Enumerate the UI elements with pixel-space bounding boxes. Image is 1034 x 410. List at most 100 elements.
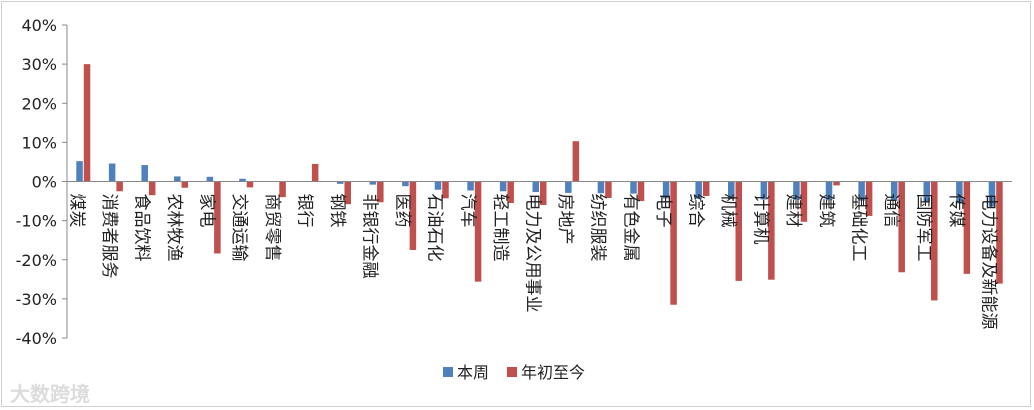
bar-week	[988, 181, 996, 207]
bar-week	[206, 176, 214, 182]
category-label: 建材	[783, 194, 803, 228]
bar-week	[141, 165, 148, 182]
bar-week	[336, 181, 344, 184]
category-label: 农林牧渔	[164, 194, 184, 262]
bar-week	[728, 181, 735, 200]
bar-week	[662, 181, 670, 199]
category-label: 机械	[718, 194, 738, 228]
bar-ytd	[865, 181, 873, 216]
legend-label: 年初至今	[521, 363, 585, 382]
category-label: 家电	[197, 194, 217, 228]
bar-week	[402, 181, 409, 187]
bar-ytd	[670, 181, 677, 305]
category-label: 基础化工	[848, 194, 868, 262]
y-tick-label: 20%	[21, 94, 57, 113]
legend-swatch	[507, 367, 517, 377]
bar-ytd	[735, 181, 743, 281]
watermark: 大数跨境	[10, 378, 90, 407]
bar-ytd	[377, 181, 384, 203]
bar-ytd	[898, 181, 905, 273]
bar-ytd	[246, 181, 254, 188]
category-label: 钢铁	[327, 194, 347, 228]
bar-ytd	[442, 181, 449, 199]
bar-week	[499, 181, 507, 192]
category-label: 电力及公用事业	[523, 194, 543, 313]
bar-ytd	[214, 181, 221, 254]
bar-ytd	[963, 181, 971, 274]
category-label: 医药	[392, 194, 412, 228]
category-label: 轻工制造	[490, 194, 510, 262]
bar-ytd	[116, 181, 123, 192]
bar-ytd	[279, 181, 286, 198]
category-label: 石油石化	[425, 194, 445, 262]
bar-ytd	[148, 181, 156, 196]
bar-week	[760, 181, 768, 200]
bar-week	[434, 181, 442, 190]
category-label: 房地产	[555, 194, 575, 245]
y-tick-label: -10%	[16, 212, 57, 231]
bar-ytd	[931, 181, 938, 301]
legend-label: 本周	[457, 363, 489, 382]
y-tick-label: 40%	[21, 16, 57, 35]
bar-ytd	[409, 181, 417, 250]
y-tick-label: 10%	[21, 133, 57, 152]
y-tick-label: -30%	[16, 290, 57, 309]
bar-ytd	[702, 181, 710, 196]
category-label: 商贸零售	[262, 194, 282, 262]
y-tick-label: 30%	[21, 55, 57, 74]
bar-week	[597, 181, 605, 194]
watermark-text: 大数跨境	[10, 382, 90, 406]
bar-week	[108, 163, 116, 182]
bar-week	[174, 176, 181, 182]
category-label: 电力设备及新能源	[979, 194, 999, 330]
category-label: 传媒	[946, 194, 966, 228]
bar-week	[239, 178, 246, 182]
category-label: 食品饮料	[131, 194, 151, 262]
category-label: 建筑	[816, 194, 836, 228]
category-label: 交通运输	[229, 194, 249, 262]
bar-ytd	[344, 181, 351, 205]
bar-ytd	[507, 181, 514, 204]
bar-week	[923, 181, 931, 203]
category-label: 有色金属	[620, 194, 640, 262]
bar-ytd	[311, 163, 319, 182]
category-label: 综合	[685, 194, 705, 228]
bar-ytd	[996, 181, 1003, 284]
y-tick-label: 0%	[32, 173, 57, 192]
bar-week	[630, 181, 637, 194]
bar-week	[858, 181, 865, 201]
bar-ytd	[474, 181, 482, 282]
bar-ytd	[540, 181, 547, 205]
bar-week	[467, 181, 474, 191]
bar-week	[76, 161, 83, 182]
bar-week	[793, 181, 800, 200]
bar-ytd	[181, 181, 189, 188]
category-label: 国防军工	[914, 194, 934, 262]
y-tick-label: -40%	[16, 329, 57, 348]
bar-week	[565, 181, 572, 193]
bar-week	[532, 181, 539, 193]
category-label: 消费者服务	[99, 194, 119, 279]
category-label: 煤炭	[66, 194, 86, 228]
bar-ytd	[83, 64, 91, 182]
y-tick-label: -20%	[16, 251, 57, 270]
category-label: 汽车	[457, 194, 477, 228]
category-label: 非银行金融	[360, 194, 380, 279]
bar-week	[956, 181, 963, 204]
category-label: 通信	[881, 194, 901, 228]
bar-ytd	[833, 181, 840, 186]
bar-ytd	[572, 141, 580, 182]
bar-ytd	[768, 181, 775, 280]
category-label: 银行	[294, 194, 314, 228]
bar-ytd	[605, 181, 612, 198]
bar-ytd	[800, 181, 808, 222]
category-label: 纺织服装	[588, 194, 608, 262]
bar-week	[369, 181, 377, 185]
bar-week	[890, 181, 898, 202]
bar-week	[825, 181, 833, 201]
legend-swatch	[443, 367, 453, 377]
bar-ytd	[637, 181, 645, 202]
category-label: 电子	[653, 194, 673, 228]
